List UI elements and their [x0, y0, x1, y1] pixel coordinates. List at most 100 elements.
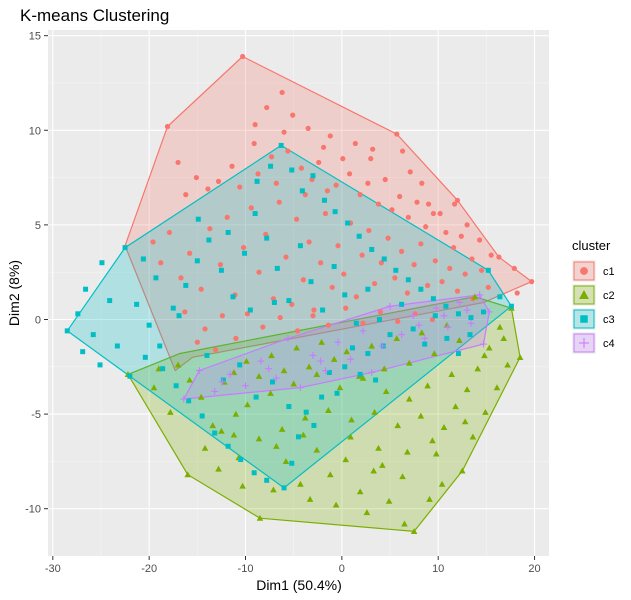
- point-c2: [394, 422, 402, 429]
- point-c2: [267, 389, 274, 396]
- legend-label-c4: c4: [603, 338, 615, 350]
- point-c1: [273, 180, 279, 186]
- point-c2: [278, 425, 286, 432]
- point-c3: [237, 362, 243, 368]
- point-c2: [368, 342, 376, 349]
- legend-key-c2-icon: [579, 290, 589, 299]
- point-c1: [237, 184, 243, 190]
- points-c1: [150, 53, 535, 353]
- point-c1: [213, 347, 219, 353]
- point-c3: [90, 332, 96, 338]
- point-c2: [306, 495, 314, 502]
- point-c3: [342, 364, 348, 370]
- point-c1: [343, 305, 349, 311]
- point-c2: [471, 293, 479, 300]
- point-c1: [240, 244, 247, 251]
- plot-panel: [48, 30, 549, 556]
- point-c3: [278, 142, 284, 148]
- point-c3: [134, 301, 140, 307]
- point-c2: [440, 424, 448, 430]
- y-axis-title: Dim2 (8%): [6, 260, 22, 326]
- point-c3: [127, 373, 133, 379]
- y-tick-label: 5: [35, 220, 41, 232]
- point-c1: [360, 320, 366, 326]
- point-c2: [375, 444, 382, 451]
- point-c3: [140, 256, 146, 262]
- point-c2: [313, 446, 321, 453]
- x-tick-label: 20: [528, 563, 540, 575]
- point-c2: [318, 338, 325, 345]
- point-c2: [405, 395, 413, 402]
- point-c4: [195, 367, 203, 374]
- point-c3: [206, 237, 212, 243]
- point-c2: [382, 388, 390, 395]
- point-c4: [347, 355, 354, 363]
- point-c1: [293, 216, 300, 222]
- y-tick-label: -10: [25, 504, 41, 516]
- point-c3: [289, 460, 295, 466]
- point-c2: [410, 528, 418, 535]
- point-c3: [269, 379, 275, 385]
- point-c1: [294, 328, 301, 334]
- point-c3: [251, 470, 257, 476]
- point-c2: [482, 408, 489, 415]
- point-c1: [443, 229, 449, 236]
- point-c4: [415, 321, 423, 329]
- legend-label-c1: c1: [603, 266, 615, 278]
- point-c4: [480, 340, 487, 348]
- point-c3: [405, 277, 411, 283]
- point-c2: [356, 488, 364, 495]
- point-c2: [325, 407, 332, 413]
- legend: cluster c1 c2 c3 c4: [572, 238, 615, 354]
- point-c1: [382, 176, 388, 183]
- point-c2: [215, 465, 222, 472]
- point-c2: [393, 335, 401, 342]
- point-c1: [264, 104, 270, 111]
- point-c1: [392, 275, 398, 281]
- point-c2: [438, 480, 446, 487]
- legend-title: cluster: [572, 238, 611, 253]
- point-c2: [230, 369, 238, 376]
- point-c1: [281, 129, 287, 135]
- point-c2: [186, 376, 193, 383]
- point-c3: [444, 335, 450, 341]
- point-c2: [167, 408, 174, 415]
- point-c1: [276, 199, 282, 205]
- point-c3: [467, 332, 473, 338]
- point-c1: [194, 339, 200, 345]
- point-c2: [370, 467, 377, 474]
- point-c1: [385, 235, 391, 241]
- point-c2: [343, 348, 350, 355]
- point-c3: [225, 229, 231, 235]
- point-c1: [454, 197, 461, 203]
- hull-c3: [66, 144, 513, 489]
- point-c1: [478, 267, 485, 273]
- x-tick-label: 10: [432, 563, 444, 575]
- x-axis-title: Dim1 (50.4%): [256, 577, 342, 593]
- point-c3: [365, 351, 371, 357]
- point-c1: [404, 290, 410, 296]
- point-c1: [469, 256, 475, 262]
- point-c3: [345, 220, 351, 226]
- point-c1: [224, 214, 230, 220]
- point-c1: [439, 279, 445, 285]
- point-c4: [242, 382, 249, 390]
- point-c2: [232, 410, 240, 417]
- point-c3: [468, 315, 474, 321]
- point-c2: [348, 416, 355, 423]
- point-c1: [202, 326, 208, 332]
- point-c3: [369, 246, 375, 252]
- point-c3: [422, 341, 428, 347]
- point-c2: [300, 431, 307, 438]
- point-c3: [410, 326, 416, 332]
- point-c2: [201, 444, 209, 451]
- point-c1: [454, 288, 461, 294]
- point-c1: [285, 148, 291, 154]
- point-c3: [342, 292, 348, 298]
- point-c3: [334, 390, 340, 396]
- point-c3: [183, 282, 189, 288]
- point-c3: [357, 371, 363, 377]
- point-c1: [437, 210, 443, 217]
- point-c1: [399, 148, 406, 154]
